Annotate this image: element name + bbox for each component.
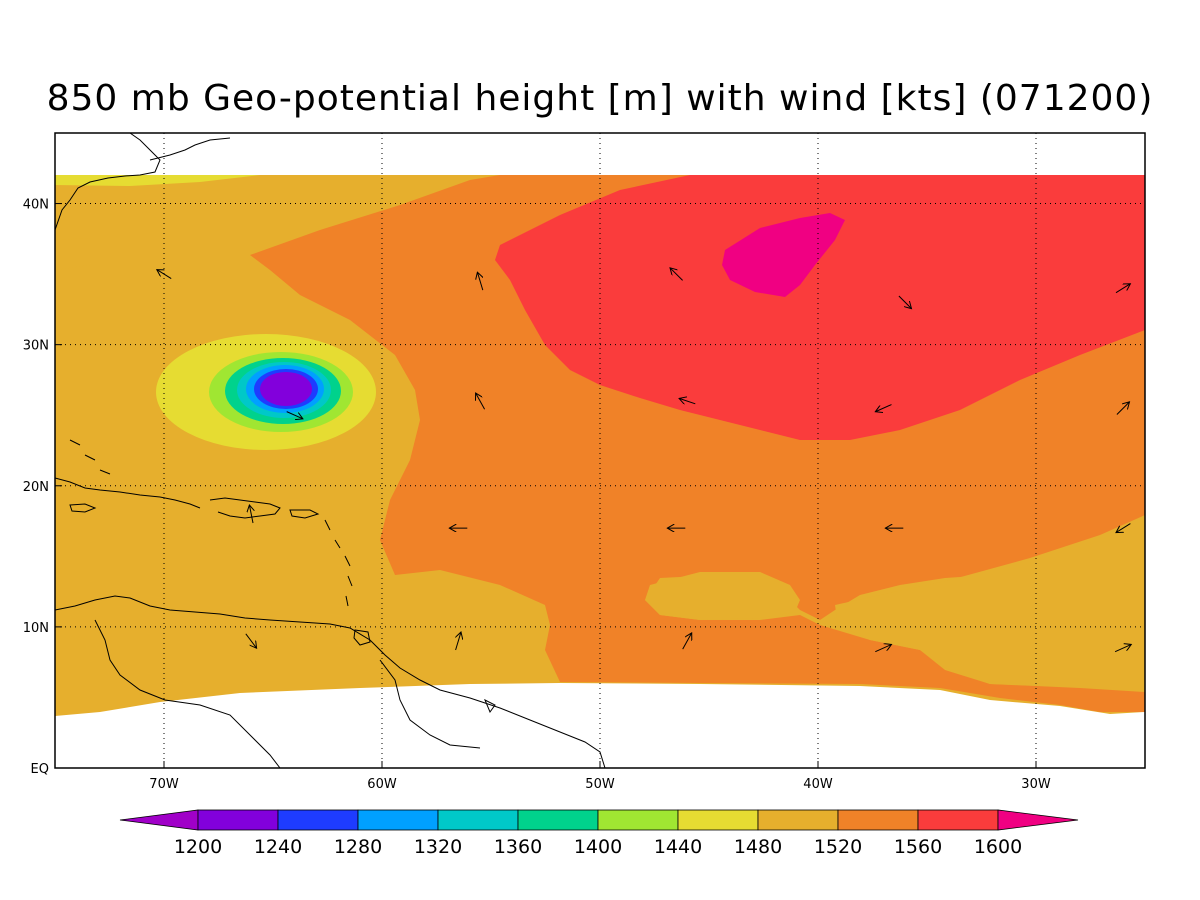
low-pressure-center bbox=[156, 334, 376, 450]
colorbar-label-8: 1520 bbox=[814, 836, 862, 858]
colorbar-label-7: 1480 bbox=[734, 836, 782, 858]
wind-vectors bbox=[157, 268, 1132, 653]
wind-vector-15 bbox=[245, 633, 257, 648]
grid-lines bbox=[55, 133, 1145, 768]
coastline-nova-scotia bbox=[149, 137, 231, 161]
colorbar-swatch-7 bbox=[757, 809, 839, 831]
coastline-bahamas bbox=[69, 439, 111, 475]
colorbar-swatch-0 bbox=[197, 809, 279, 831]
lat-tick-label-1: 10N bbox=[23, 621, 49, 636]
coastline-trinidad bbox=[353, 629, 371, 646]
contour-fill-1520-island-south bbox=[645, 572, 800, 620]
plot-area bbox=[55, 133, 1145, 768]
lon-tick-label-1: 60W bbox=[367, 777, 397, 792]
colorbar-swatch-5 bbox=[597, 809, 679, 831]
colorbar-swatch-6 bbox=[677, 809, 759, 831]
colorbar-label-1: 1240 bbox=[254, 836, 302, 858]
coastline-puerto-rico bbox=[289, 509, 320, 519]
colorbar-legend: 1200 1240 1280 1320 1360 1400 1440 1480 1520 1560… bbox=[119, 809, 1079, 858]
coastline-cuba bbox=[55, 477, 201, 509]
colorbar-label-0: 1200 bbox=[174, 836, 222, 858]
wind-vector-17 bbox=[682, 633, 692, 650]
lon-tick-label-0: 70W bbox=[149, 777, 179, 792]
wind-vector-9 bbox=[1116, 402, 1130, 415]
lon-tick-label-2: 50W bbox=[585, 777, 615, 792]
wind-vector-8 bbox=[875, 404, 892, 412]
lat-tick-label-2: 20N bbox=[23, 480, 49, 495]
colorbar-arrow-high bbox=[997, 809, 1079, 831]
colorbar-label-4: 1360 bbox=[494, 836, 542, 858]
coastline-north-america bbox=[55, 133, 161, 231]
wind-vector-0 bbox=[157, 270, 172, 280]
lat-tick-label-0: EQ bbox=[31, 762, 49, 777]
wind-vector-16 bbox=[455, 632, 461, 651]
wind-vector-2 bbox=[670, 268, 683, 281]
wind-vector-10 bbox=[249, 505, 253, 524]
contour-fill-1240-core bbox=[260, 372, 312, 406]
lat-tick-label-3: 30N bbox=[23, 339, 49, 354]
map-title: 850 mb Geo-potential height [m] with win… bbox=[46, 78, 1154, 119]
coastline-lesser-antilles bbox=[324, 519, 353, 607]
contour-fill-above-1600 bbox=[722, 213, 845, 297]
wind-vector-6 bbox=[476, 393, 486, 410]
contour-fill-1520-west-strip bbox=[55, 238, 90, 270]
colorbar-swatch-9 bbox=[917, 809, 999, 831]
colorbar-swatch-1 bbox=[277, 809, 359, 831]
lon-tick-label-4: 30W bbox=[1021, 777, 1051, 792]
contour-fill-1600 bbox=[495, 175, 1145, 440]
lon-tick-label-3: 40W bbox=[803, 777, 833, 792]
colorbar-label-2: 1280 bbox=[334, 836, 382, 858]
contour-fill-1520-east bbox=[835, 515, 1145, 692]
wind-vector-5 bbox=[286, 411, 303, 419]
colorbar-swatch-3 bbox=[437, 809, 519, 831]
coastline-venezuela-inland bbox=[94, 619, 281, 768]
colorbar-label-3: 1320 bbox=[414, 836, 462, 858]
lat-tick-label-4: 40N bbox=[23, 198, 49, 213]
colorbar-swatch-4 bbox=[517, 809, 599, 831]
wind-vector-19 bbox=[1114, 644, 1131, 653]
wind-vector-7 bbox=[679, 398, 696, 403]
colorbar-label-10: 1600 bbox=[974, 836, 1022, 858]
wind-vector-1 bbox=[477, 272, 484, 291]
coastline-south-america bbox=[55, 595, 606, 768]
coastline-jamaica bbox=[69, 503, 97, 513]
colorbar-arrow-low bbox=[119, 809, 199, 831]
coastline-guianas-border bbox=[379, 659, 496, 749]
wind-vector-14 bbox=[1116, 523, 1131, 533]
wind-vector-18 bbox=[875, 644, 891, 653]
coastline-hispaniola bbox=[209, 497, 281, 519]
axis-ticks: 70W 60W 50W 40W 30W EQ 10N 20N 30N 40N bbox=[23, 198, 1051, 792]
coastlines bbox=[55, 133, 606, 768]
contour-fill-1480-north bbox=[55, 175, 260, 186]
colorbar-label-9: 1560 bbox=[894, 836, 942, 858]
colorbar-label-6: 1440 bbox=[654, 836, 702, 858]
wind-vector-3 bbox=[898, 295, 912, 309]
colorbar-swatch-2 bbox=[357, 809, 439, 831]
colorbar-swatch-8 bbox=[837, 809, 919, 831]
colorbar-label-5: 1400 bbox=[574, 836, 622, 858]
wind-vector-4 bbox=[1115, 284, 1130, 294]
